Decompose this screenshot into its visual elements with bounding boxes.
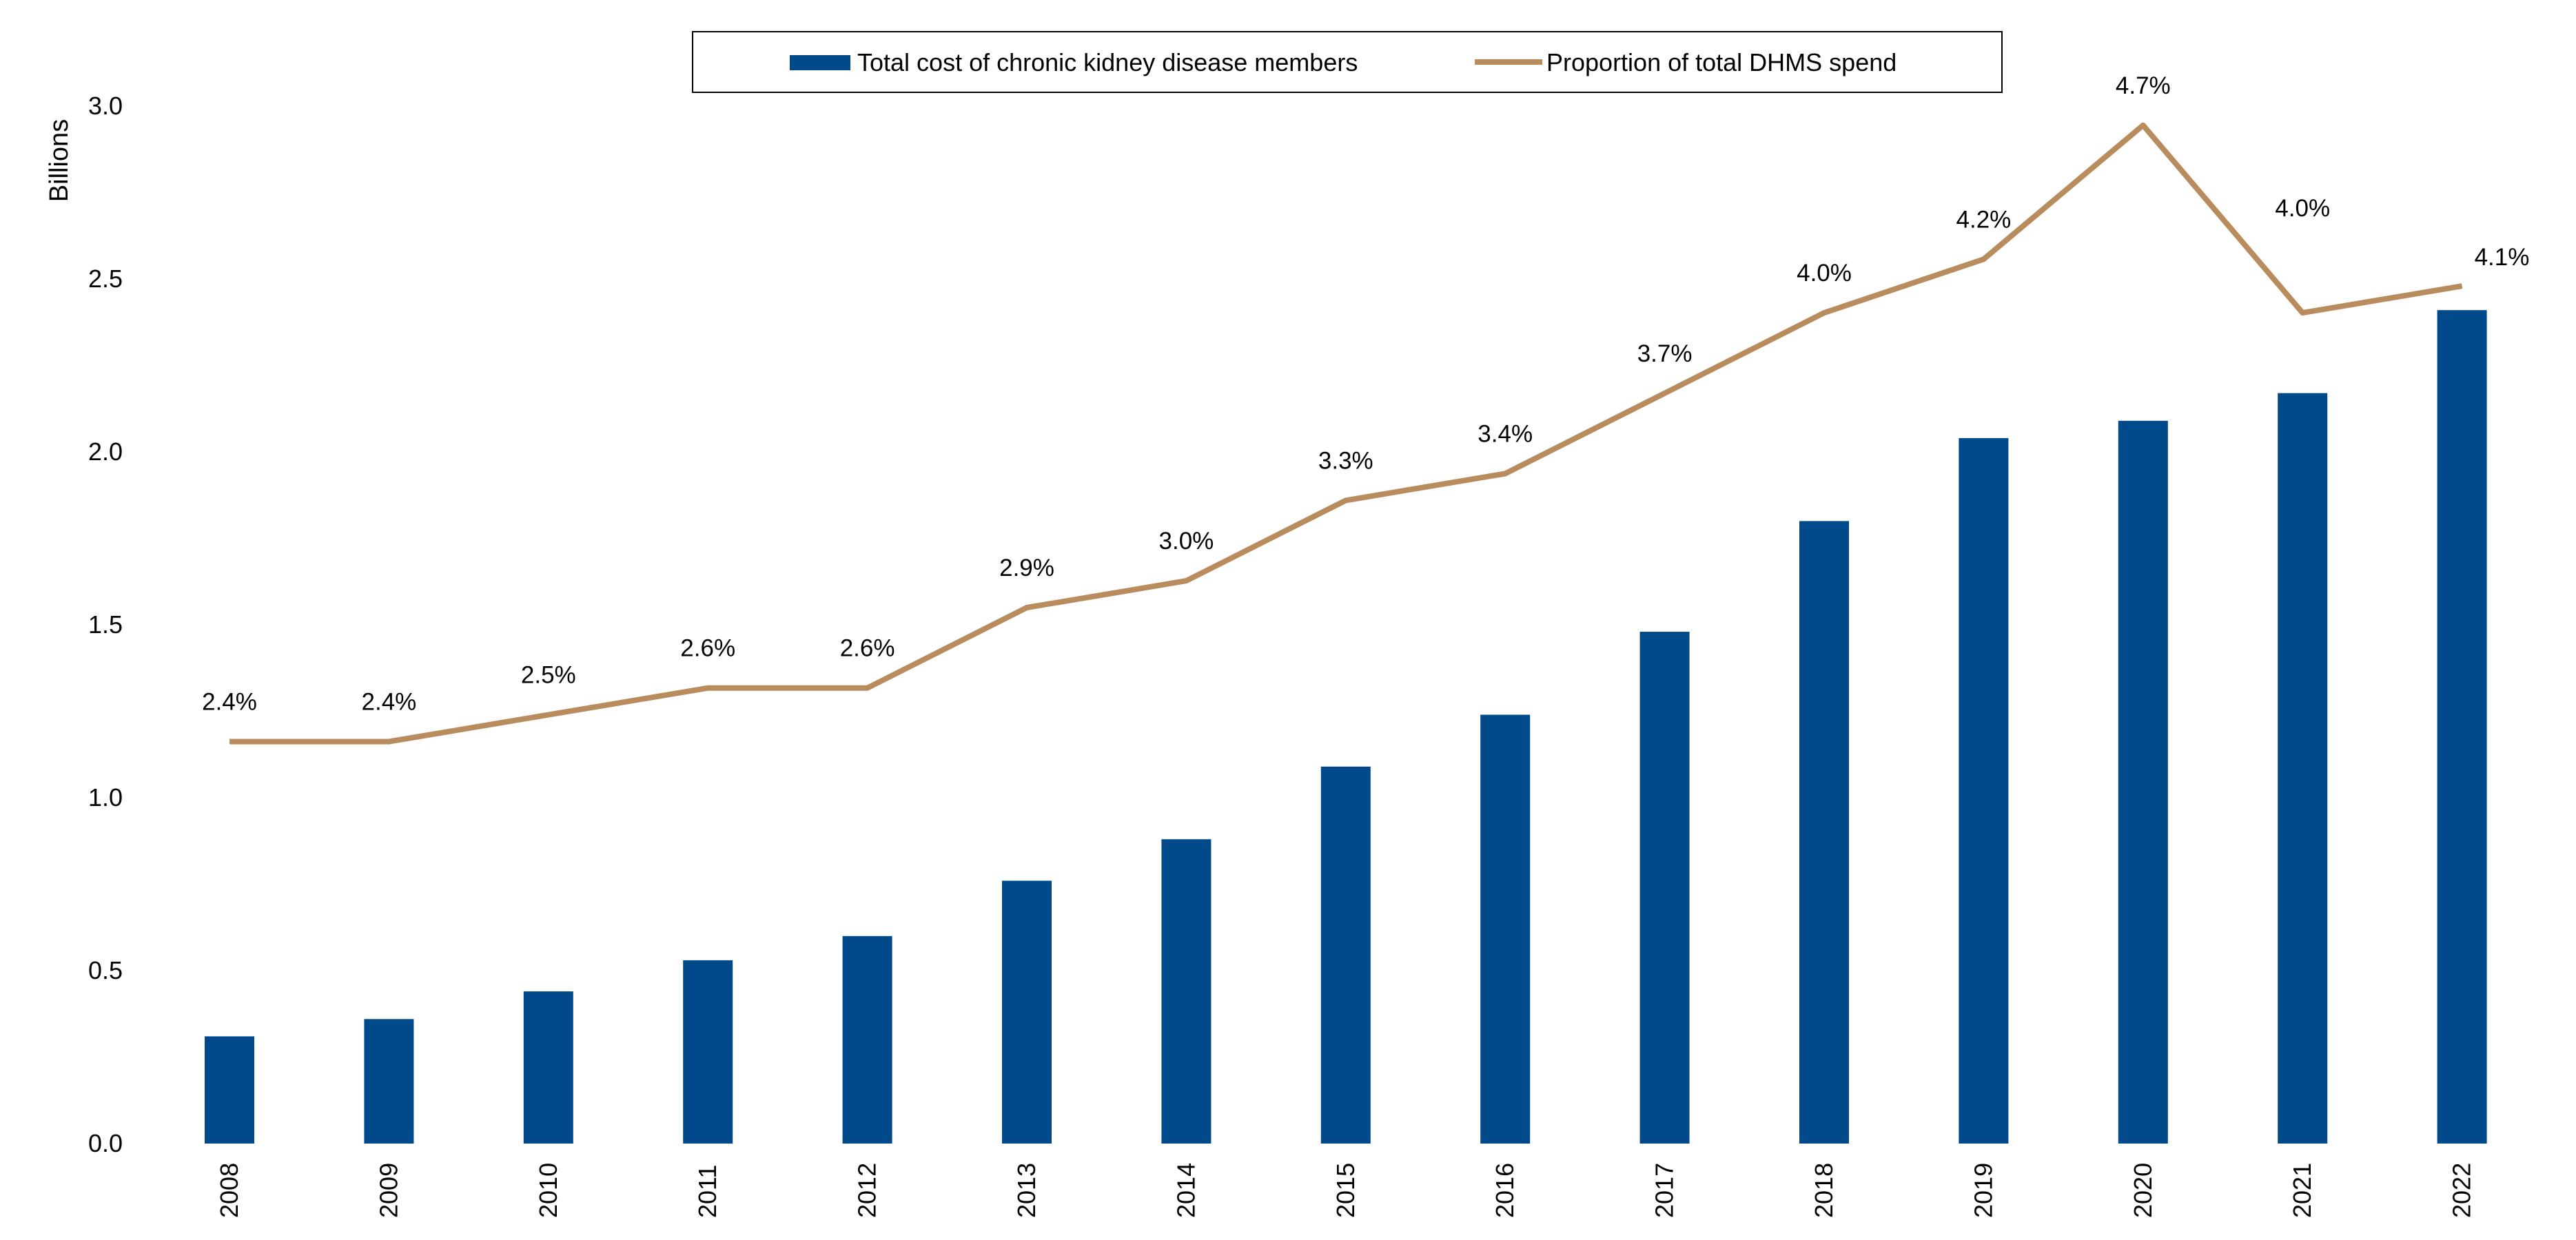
bar-2020	[2118, 420, 2168, 1144]
x-tick-label: 2014	[1172, 1163, 1200, 1218]
x-tick-label: 2008	[215, 1163, 243, 1218]
data-label-2014: 3.0%	[1159, 528, 1214, 555]
line-data-labels: 2.4% 2.4% 2.5% 2.6% 2.6% 2.9% 3.0% 3.3% 3.4% 3.7%…	[202, 72, 2529, 716]
x-tick-label: 2016	[1491, 1163, 1519, 1218]
y-tick-label: 2.0	[88, 437, 123, 466]
bar-2018	[1799, 521, 1849, 1144]
x-tick-label: 2010	[534, 1163, 562, 1218]
legend-label-bar: Total cost of chronic kidney disease mem…	[857, 48, 1358, 76]
y-axis-title: Billions	[45, 119, 74, 202]
legend-box	[692, 31, 2003, 93]
bar-2015	[1320, 766, 1371, 1144]
data-label-2018: 4.0%	[1797, 260, 1852, 287]
y-tick-label: 1.0	[88, 783, 123, 812]
proportion-line	[229, 122, 2463, 745]
x-tick-label: 2012	[853, 1163, 881, 1218]
bar-2012	[842, 936, 892, 1144]
data-label-2019: 4.2%	[1956, 206, 2012, 233]
y-tick-label: 0.0	[88, 1129, 123, 1157]
data-label-2017: 3.7%	[1637, 340, 1693, 367]
bar-2008	[205, 1036, 254, 1144]
x-tick-label: 2019	[1969, 1163, 1997, 1218]
bar-2014	[1161, 839, 1212, 1144]
data-label-2009: 2.4%	[362, 689, 417, 716]
line-series	[229, 122, 2463, 745]
data-label-2011: 2.6%	[680, 635, 735, 662]
data-label-2012: 2.6%	[840, 635, 895, 662]
data-label-2010: 2.5%	[521, 662, 576, 689]
x-tick-label: 2017	[1650, 1163, 1679, 1218]
bar-series	[205, 310, 2487, 1144]
legend-swatch-bar	[790, 55, 850, 70]
x-tick-label: 2015	[1331, 1163, 1360, 1218]
data-label-2022: 4.1%	[2475, 244, 2530, 271]
y-tick-label: 1.5	[88, 610, 123, 639]
bar-2013	[1002, 880, 1052, 1144]
y-tick-label: 2.5	[88, 265, 123, 293]
bar-2011	[683, 960, 733, 1144]
y-axis-ticks: 0.0 0.5 1.0 1.5 2.0 2.5 3.0	[88, 92, 123, 1157]
x-tick-label: 2022	[2448, 1163, 2476, 1218]
x-axis-ticks: 2008 2009 2010 2011 2012 2013 2014 2015 2016 2017…	[215, 1163, 2476, 1218]
data-label-2020: 4.7%	[2116, 72, 2171, 99]
bar-2009	[364, 1019, 414, 1144]
x-tick-label: 2020	[2129, 1163, 2157, 1218]
x-tick-label: 2009	[374, 1163, 402, 1218]
data-label-2021: 4.0%	[2275, 195, 2330, 222]
bar-2019	[1959, 437, 2009, 1144]
x-tick-label: 2011	[693, 1165, 722, 1218]
data-label-2016: 3.4%	[1478, 421, 1533, 448]
x-tick-label: 2013	[1012, 1163, 1041, 1218]
data-label-2013: 2.9%	[999, 555, 1054, 581]
y-tick-label: 3.0	[88, 92, 123, 120]
x-tick-label: 2018	[1810, 1163, 1838, 1218]
legend-label-line: Proportion of total DHMS spend	[1546, 48, 1897, 76]
y-tick-label: 0.5	[88, 956, 123, 984]
bar-2017	[1639, 632, 1690, 1144]
x-tick-label: 2021	[2288, 1163, 2316, 1218]
bar-2010	[523, 991, 573, 1144]
bar-2022	[2437, 310, 2487, 1144]
bar-2016	[1480, 714, 1531, 1144]
bar-2021	[2278, 393, 2328, 1144]
data-label-2015: 3.3%	[1318, 447, 1373, 474]
legend: Total cost of chronic kidney disease mem…	[692, 31, 2003, 93]
data-label-2008: 2.4%	[202, 689, 257, 716]
